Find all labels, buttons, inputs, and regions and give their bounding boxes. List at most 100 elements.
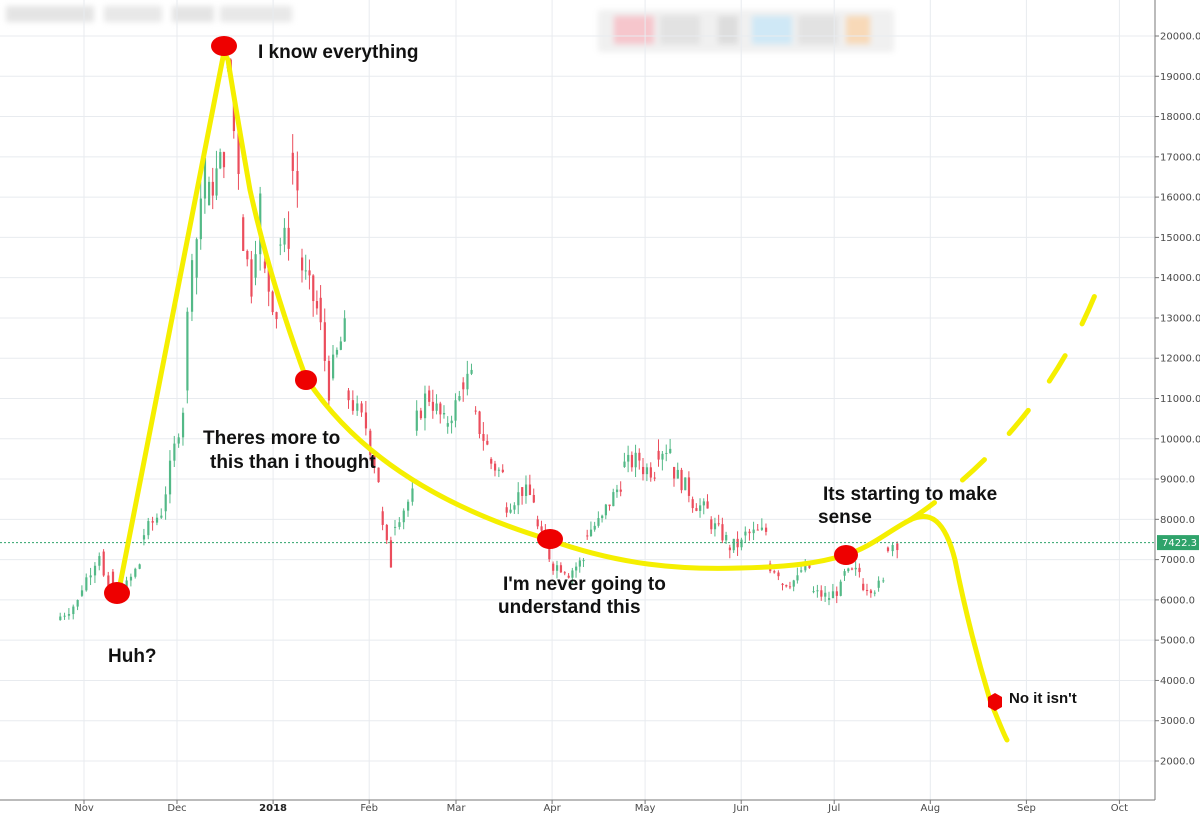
candle-body: [347, 390, 350, 401]
candle-body: [327, 360, 331, 401]
candle-body: [649, 467, 652, 478]
candle-body: [582, 560, 585, 562]
candle-body: [415, 410, 418, 431]
label-never-1: I'm never going to: [503, 574, 666, 595]
candle-body: [824, 592, 827, 597]
candle-body: [490, 458, 493, 464]
candle-body: [323, 322, 326, 361]
candle-body: [312, 275, 315, 302]
y-tick-label: 4000.0: [1160, 676, 1195, 687]
candle-body: [699, 505, 702, 511]
candle-body: [164, 494, 167, 512]
candle-body: [773, 571, 776, 573]
candle-body: [615, 489, 619, 493]
candle-body: [619, 489, 622, 492]
candle-body: [804, 563, 807, 571]
x-tick-label: Mar: [447, 803, 467, 814]
candle-body: [411, 488, 414, 502]
candle-body: [653, 477, 656, 479]
candle-body: [431, 401, 435, 411]
y-tick-label: 3000.0: [1160, 716, 1195, 727]
candle-body: [517, 492, 520, 506]
candle-body: [296, 170, 299, 191]
candle-body: [839, 581, 842, 596]
candle-body: [181, 412, 185, 438]
candle-body: [254, 254, 257, 278]
candle-body: [423, 393, 427, 419]
candle-body: [627, 454, 630, 462]
candle-body: [665, 452, 668, 454]
candle-body: [369, 430, 372, 456]
candle-body: [691, 499, 694, 509]
candle-body: [858, 567, 861, 573]
candle-body: [134, 568, 137, 577]
marker-recovery: [834, 545, 858, 565]
candle-body: [208, 181, 211, 206]
candle-body: [532, 494, 535, 503]
candle-body: [129, 576, 133, 581]
candle-body: [563, 572, 566, 574]
candle-body: [377, 467, 380, 483]
candle-body: [67, 614, 71, 616]
candle-body: [725, 534, 728, 541]
x-tick-label: Jul: [827, 803, 840, 814]
candle-body: [756, 529, 759, 531]
candle-body: [877, 580, 880, 588]
candle-body: [764, 527, 768, 532]
candle-body: [478, 411, 481, 434]
candle-body: [843, 571, 846, 576]
candle-body: [222, 152, 226, 168]
y-tick-label: 19000.0: [1160, 72, 1200, 83]
candle-body: [676, 469, 679, 479]
candle-body: [796, 575, 799, 581]
marker-bottom: [537, 529, 563, 549]
candle-body: [177, 437, 180, 444]
candle-body: [642, 466, 645, 475]
candle-body: [854, 567, 857, 570]
candle-body: [360, 403, 363, 413]
y-tick-label: 10000.0: [1160, 434, 1200, 445]
candle-body: [710, 519, 713, 530]
y-tick-label: 14000.0: [1160, 273, 1200, 284]
candle-body: [237, 131, 240, 175]
candle-body: [732, 538, 735, 551]
candle-body: [446, 423, 449, 427]
candle-body: [72, 606, 75, 615]
label-theres-more-2: this than i thought: [210, 452, 376, 473]
candle-body: [301, 257, 304, 271]
x-tick-label: Dec: [167, 803, 186, 814]
candle-body: [567, 575, 570, 578]
candle-body: [271, 291, 274, 313]
candle-body: [335, 349, 339, 355]
candle-body: [589, 529, 593, 537]
candle-body: [263, 261, 266, 269]
candle-body: [373, 455, 376, 468]
candle-body: [462, 382, 465, 390]
candle-body: [211, 181, 214, 196]
candle-body: [407, 501, 410, 511]
candle-body: [497, 469, 501, 471]
candle-body: [402, 510, 405, 523]
y-tick-label: 12000.0: [1160, 354, 1200, 365]
candle-body: [232, 96, 235, 132]
candle-body: [586, 535, 589, 537]
x-tick-label: Feb: [360, 803, 378, 814]
candle-body: [891, 545, 894, 552]
candle-body: [364, 412, 368, 429]
candle-body: [304, 270, 307, 272]
candle-body: [458, 396, 461, 401]
annotation-dashed-projection: [907, 292, 1098, 523]
candle-body: [612, 492, 615, 507]
candle-body: [419, 410, 423, 419]
candle-body: [267, 268, 270, 292]
candle-body: [638, 452, 641, 461]
candle-body: [319, 297, 322, 323]
y-tick-label: 6000.0: [1160, 595, 1195, 606]
candle-body: [195, 239, 198, 278]
candle-body: [486, 440, 489, 445]
candle-body: [219, 152, 222, 169]
label-starting-1: Its starting to make: [823, 484, 997, 505]
candle-body: [173, 443, 176, 461]
candle-body: [684, 477, 687, 491]
label-theres-more-1: Theres more to: [203, 428, 340, 449]
